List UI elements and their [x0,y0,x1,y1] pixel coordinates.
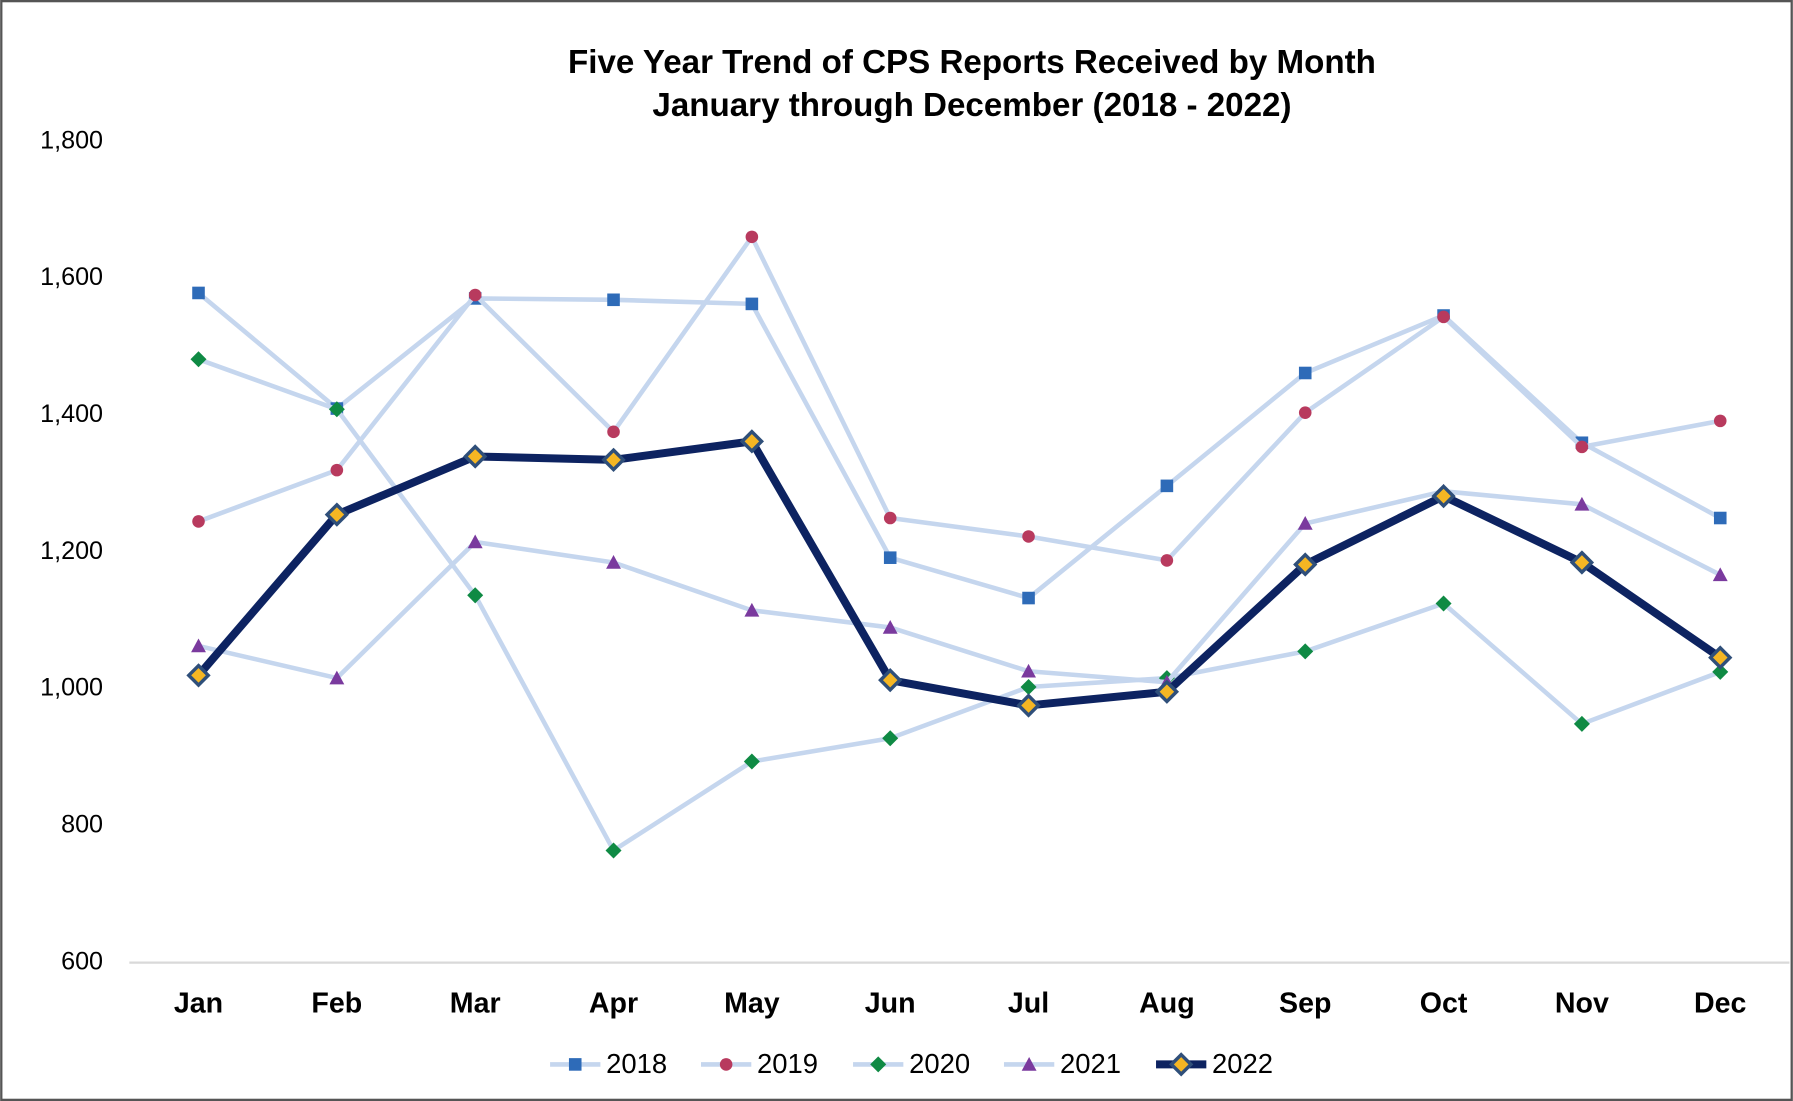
y-tick-label: 1,000 [40,674,103,702]
marker [601,447,626,473]
y-tick-label: 1,400 [40,400,103,428]
marker [467,534,483,549]
marker [328,401,345,418]
marker [1574,496,1590,511]
x-tick-label: Nov [1555,988,1609,1020]
marker [744,602,760,617]
marker [606,555,621,569]
marker [1169,1052,1194,1077]
marker [1569,550,1595,575]
marker [190,351,207,368]
x-tick-label: Aug [1139,988,1195,1020]
marker [883,511,897,525]
marker [1021,663,1036,678]
y-tick-label: 600 [61,947,103,975]
marker [1160,554,1174,567]
x-tick-label: Sep [1279,988,1331,1020]
legend-label: 2021 [1060,1048,1121,1079]
marker [1712,567,1728,582]
x-tick-label: May [724,988,780,1020]
x-tick-label: Jul [1008,988,1049,1020]
marker [607,425,620,439]
marker [192,515,205,528]
x-tick-label: Oct [1420,988,1468,1020]
marker [745,230,759,244]
x-tick-label: Jan [174,988,223,1020]
marker [568,1058,582,1071]
y-tick-label: 1,200 [40,537,103,565]
marker [468,288,482,302]
y-tick-label: 1,600 [40,263,103,291]
marker [719,1058,733,1071]
legend-label: 2020 [909,1048,970,1079]
legend-label: 2022 [1212,1048,1273,1079]
chart-title: Five Year Trend of CPS Reports Received … [568,44,1376,81]
marker [1154,679,1180,704]
marker [743,753,760,770]
marker [1437,310,1450,324]
marker [745,297,759,311]
marker [1021,1056,1037,1071]
marker [1575,440,1589,454]
marker [1713,511,1727,525]
series-line [197,489,1722,685]
chart-subtitle: January through December (2018 - 2022) [652,87,1291,124]
marker [467,587,484,604]
marker [1713,414,1727,428]
marker [1016,693,1041,718]
marker [882,620,898,634]
series-line [197,234,1721,563]
marker [1298,406,1312,419]
marker [607,293,620,307]
marker [329,670,345,685]
marker [1022,591,1035,605]
marker [1297,516,1313,530]
x-tick-label: Apr [589,988,638,1020]
marker [463,444,488,469]
x-tick-label: Feb [311,988,362,1020]
marker [878,667,903,693]
marker [191,638,206,653]
y-tick-label: 1,800 [40,126,103,154]
marker [1160,479,1174,493]
legend-label: 2019 [757,1048,818,1079]
marker [1708,645,1733,670]
marker [324,502,349,527]
marker [1431,483,1456,509]
y-tick-label: 800 [61,810,103,838]
x-tick-label: Mar [450,988,501,1020]
series-line [195,437,1723,710]
legend-label: 2018 [606,1048,667,1079]
marker [192,286,205,300]
marker [1297,643,1314,660]
marker [186,663,211,688]
marker [1293,552,1318,577]
marker [883,551,897,564]
marker [1298,366,1312,380]
x-tick-label: Dec [1694,988,1747,1020]
marker [1022,530,1035,543]
x-tick-label: Jun [865,988,916,1020]
marker [739,429,765,454]
marker [330,463,344,477]
marker [870,1056,887,1073]
